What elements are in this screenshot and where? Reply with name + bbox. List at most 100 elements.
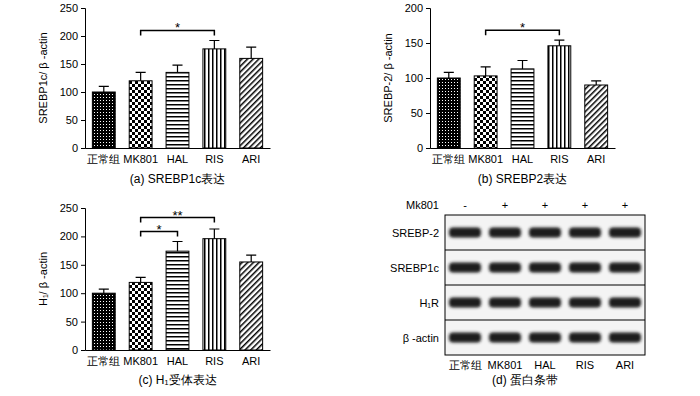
protein-band <box>569 228 601 238</box>
y-tick: 150 <box>60 58 85 70</box>
x-tick: RIS <box>205 350 223 367</box>
y-tick-mark <box>426 8 430 9</box>
y-tick-mark <box>81 36 85 37</box>
bar <box>203 49 226 148</box>
x-tick-label: MK801 <box>123 153 158 165</box>
blot-row-label: SREBP-2 <box>392 227 439 239</box>
y-tick-label: 50 <box>411 107 423 119</box>
protein-band <box>489 263 521 273</box>
x-tick: ARI <box>242 350 260 367</box>
x-tick: MK801 <box>123 350 158 367</box>
error-bar <box>136 277 146 282</box>
error-bar <box>554 40 564 46</box>
y-axis-line <box>81 9 86 149</box>
blot-panel: SREBP-2SREBP1cH₁Rβ -actinMk801-++++正常组MK… <box>390 199 645 387</box>
bar <box>511 69 534 148</box>
significance-label: * <box>175 20 180 35</box>
y-tick-label: 100 <box>60 287 78 299</box>
bar <box>92 293 115 350</box>
panel-caption: (a) SREBP1c表达 <box>130 172 225 186</box>
blot-frame <box>445 215 645 355</box>
y-axis-title: SREBP1c/ β -actin <box>37 32 49 123</box>
significance-label: ** <box>172 208 182 223</box>
y-axis: 050100150200250 <box>60 2 86 154</box>
y-tick-label: 50 <box>66 316 78 328</box>
plot-marks <box>92 40 262 148</box>
protein-band <box>489 228 521 238</box>
y-tick-mark <box>426 148 430 149</box>
blot-row-label: β -actin <box>403 332 439 344</box>
x-tick-label: 正常组 <box>87 355 120 367</box>
protein-band <box>449 333 481 343</box>
lane-label: MK801 <box>488 359 523 371</box>
y-tick-label: 200 <box>60 230 78 242</box>
blot-row-label: SREBP1c <box>390 262 439 274</box>
y-tick: 200 <box>60 230 85 242</box>
protein-band <box>449 263 481 273</box>
panel-caption: (b) SREBP2表达 <box>478 172 567 186</box>
significance-label: * <box>520 20 525 35</box>
error-bar <box>99 86 109 92</box>
y-tick-label: 250 <box>60 202 78 214</box>
y-axis-line <box>81 209 86 351</box>
y-tick-mark <box>81 236 85 237</box>
y-tick: 200 <box>405 2 430 14</box>
lane-label: HAL <box>534 359 555 371</box>
x-axis: 正常组MK801 HAL RIS ARI <box>86 148 271 165</box>
y-axis-title: H₁/ β -actin <box>37 252 49 306</box>
x-tick-label: RIS <box>205 153 223 165</box>
y-tick-label: 150 <box>405 37 423 49</box>
protein-band <box>609 228 641 238</box>
error-bar <box>172 65 182 72</box>
x-tick-label: HAL <box>512 153 533 165</box>
y-tick-mark <box>81 64 85 65</box>
figure: 050100150200250正常组MK801HALRISARISREBP1c/… <box>0 0 700 396</box>
x-axis: 正常组MK801 HAL RIS ARI <box>86 350 271 367</box>
protein-band <box>609 263 641 273</box>
protein-band <box>529 333 561 343</box>
chart-panel: 050100150200250正常组MK801HALRISARISREBP1c/… <box>37 2 271 186</box>
x-tick: 正常组 <box>87 350 120 367</box>
protein-band <box>609 298 641 308</box>
x-tick-label: HAL <box>167 355 188 367</box>
bar <box>166 251 189 350</box>
treatment-sign: + <box>582 199 588 211</box>
chart-panel: 050100150200正常组MK801HALRISARISREBP-2/ β … <box>382 2 616 186</box>
x-tick-label: HAL <box>167 153 188 165</box>
y-tick-label: 0 <box>72 142 78 154</box>
x-tick-label: ARI <box>242 153 260 165</box>
blot-row-label: H₁R <box>419 297 439 309</box>
bar <box>240 58 263 148</box>
bar <box>585 85 608 148</box>
protein-band <box>449 228 481 238</box>
x-tick: 正常组 <box>87 148 120 165</box>
y-tick: 200 <box>60 30 85 42</box>
y-axis-line <box>426 9 431 149</box>
bar <box>203 239 226 350</box>
error-bar <box>209 40 219 48</box>
x-tick: MK801 <box>123 148 158 165</box>
x-tick: ARI <box>587 148 605 165</box>
y-tick-label: 50 <box>66 114 78 126</box>
error-bar <box>209 229 219 239</box>
bar <box>240 262 263 350</box>
protein-band <box>569 333 601 343</box>
bar <box>129 81 152 148</box>
y-tick-mark <box>81 92 85 93</box>
treatment-sign: + <box>622 199 628 211</box>
error-bar <box>444 72 454 78</box>
protein-band <box>569 263 601 273</box>
blot-row-divider <box>445 250 645 251</box>
y-tick-mark <box>81 350 85 351</box>
blot-row-divider <box>445 320 645 321</box>
y-tick-label: 150 <box>60 58 78 70</box>
error-bar <box>481 67 491 76</box>
y-tick: 50 <box>66 316 85 328</box>
x-axis: 正常组MK801HALRISARI <box>431 148 616 165</box>
y-tick: 100 <box>60 287 85 299</box>
y-tick-label: 150 <box>60 259 78 271</box>
y-tick-mark <box>426 78 430 79</box>
lane-label: RIS <box>576 359 594 371</box>
x-tick-label: ARI <box>587 153 605 165</box>
y-tick-label: 0 <box>72 344 78 356</box>
